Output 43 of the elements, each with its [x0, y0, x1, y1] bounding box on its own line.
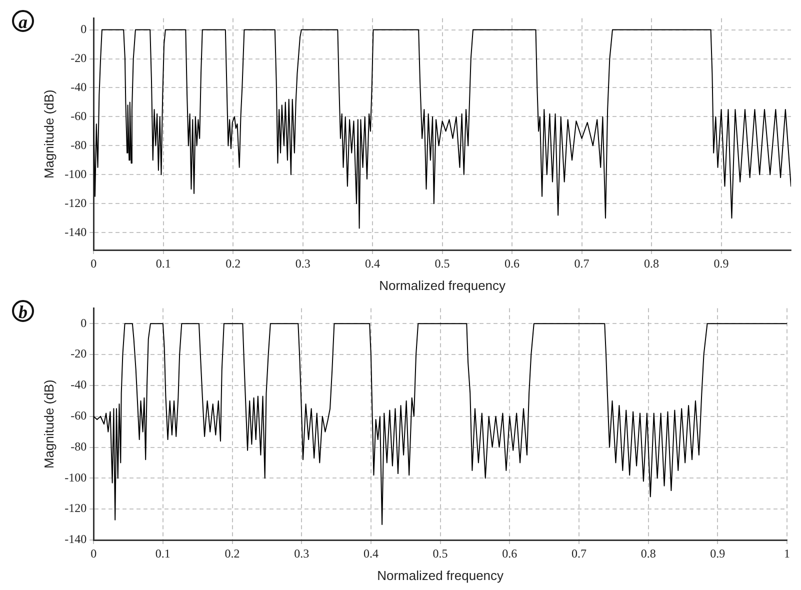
x-tick-label: 0.2 — [224, 546, 240, 560]
y-axis-title: Magnitude (dB) — [41, 380, 56, 469]
x-axis-title: Normalized frequency — [379, 278, 506, 293]
y-tick-label: 0 — [80, 22, 87, 36]
y-tick-label: -100 — [64, 166, 87, 181]
x-tick-label: 0.9 — [714, 256, 729, 270]
y-tick-label: -40 — [70, 80, 87, 94]
x-tick-label: 0.7 — [574, 256, 590, 270]
x-tick-label: 0.7 — [571, 546, 586, 560]
x-tick-label: 0.6 — [504, 256, 520, 270]
y-tick-label: -60 — [70, 408, 87, 423]
x-tick-label: 0.8 — [640, 546, 656, 560]
y-axis-title: Magnitude (dB) — [41, 90, 56, 179]
x-tick-label: 0.3 — [295, 256, 310, 270]
text: a — [12, 10, 34, 32]
x-tick-label: 0 — [90, 546, 97, 560]
x-tick-label: 0.8 — [644, 256, 660, 270]
x-tick-label: 0.4 — [363, 546, 378, 560]
x-tick-label: 1 — [784, 546, 790, 560]
y-tick-label: -140 — [64, 532, 87, 546]
x-tick-label: 0.5 — [434, 256, 450, 270]
x-tick-label: 0.4 — [365, 256, 380, 270]
y-tick-label: -120 — [64, 501, 87, 516]
y-tick-label: 0 — [80, 316, 87, 330]
x-axis-title: Normalized frequency — [377, 568, 504, 583]
y-tick-label: -80 — [70, 138, 87, 152]
y-tick-label: -20 — [70, 346, 87, 361]
y-tick-label: -80 — [70, 439, 87, 454]
x-tick-label: 0.6 — [502, 546, 518, 560]
y-tick-label: -140 — [64, 224, 87, 239]
x-tick-label: 0.3 — [294, 546, 310, 560]
x-tick-label: 0.5 — [432, 546, 448, 560]
y-tick-label: -20 — [70, 50, 87, 65]
y-tick-label: -40 — [70, 378, 87, 392]
x-tick-label: 0.9 — [710, 546, 726, 560]
y-tick-label: -120 — [64, 196, 87, 210]
x-tick-label: 0.2 — [226, 256, 241, 270]
x-tick-label: 0 — [90, 256, 97, 270]
text: b — [12, 300, 34, 322]
x-tick-label: 0.1 — [155, 546, 170, 560]
x-tick-label: 0.1 — [156, 256, 171, 270]
y-tick-label: -60 — [70, 108, 87, 123]
y-tick-label: -100 — [64, 470, 87, 484]
